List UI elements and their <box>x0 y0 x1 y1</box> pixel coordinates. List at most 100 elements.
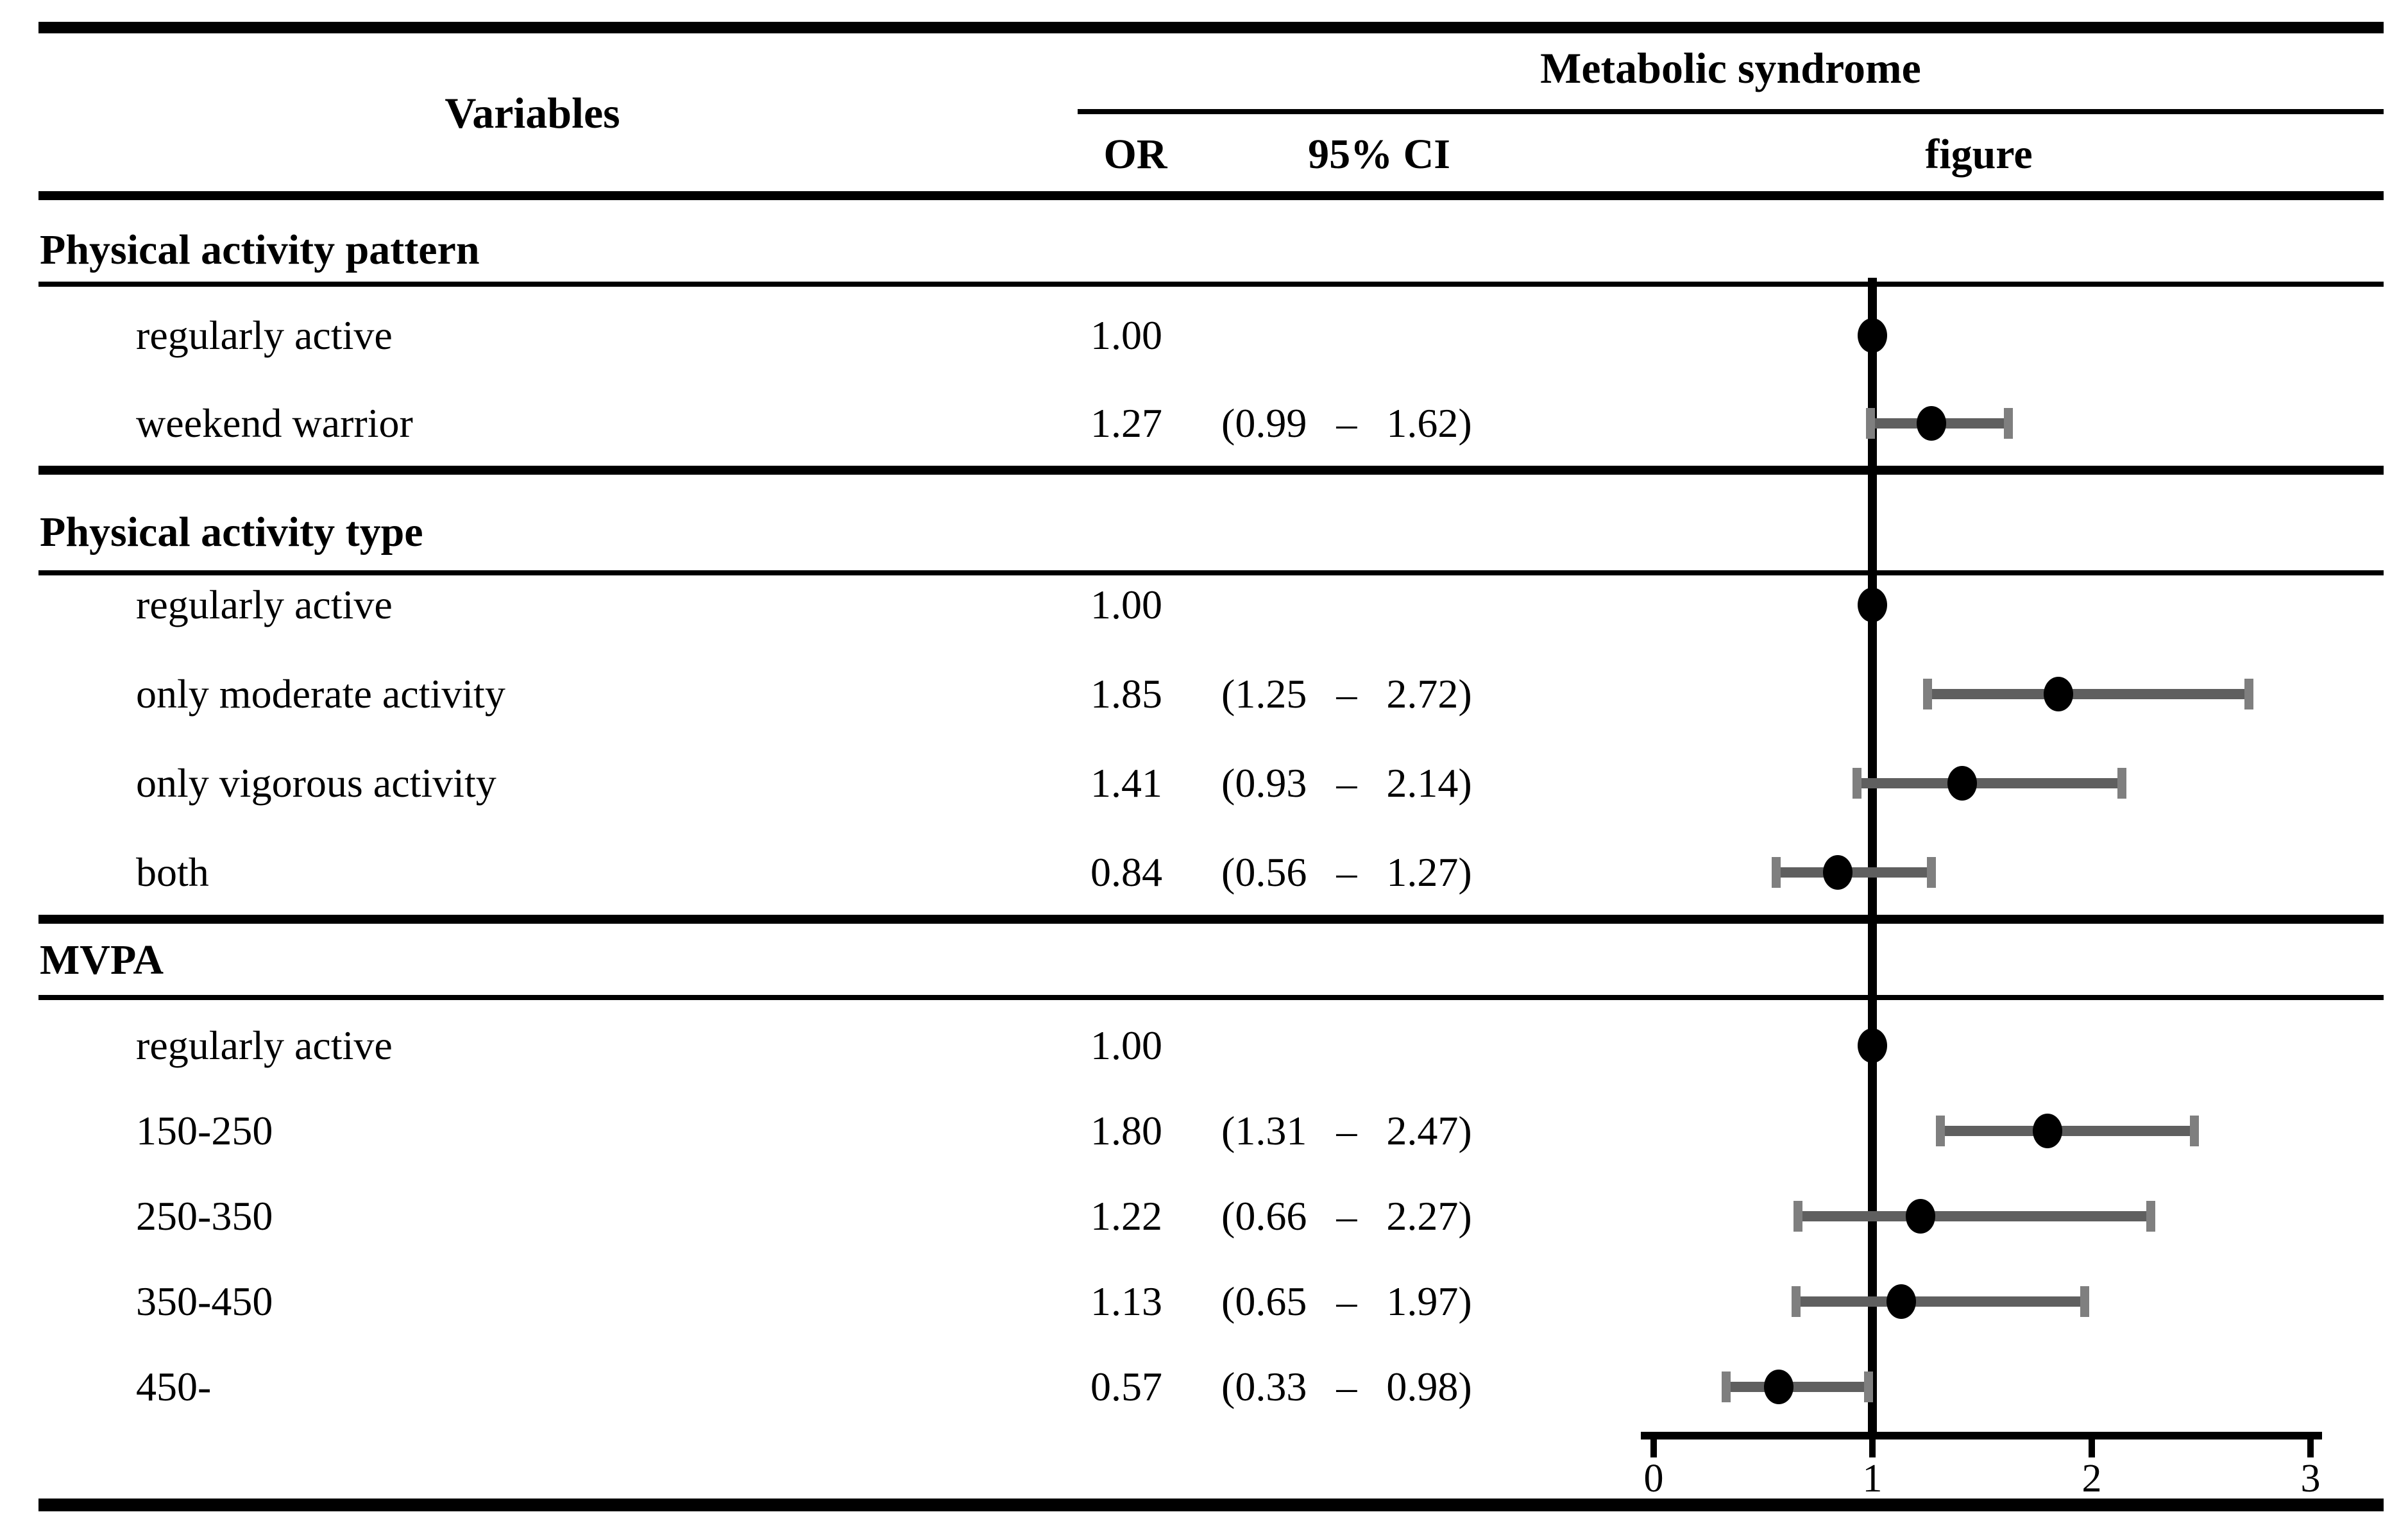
forest-plot-cell <box>1654 1003 2310 1088</box>
or-marker <box>1822 855 1853 890</box>
forest-plot-cell <box>1654 1259 2310 1344</box>
ci-cap <box>1922 679 1932 709</box>
ci-bar <box>1795 1296 2085 1307</box>
ci-cap <box>1853 768 1862 799</box>
table-row: regularly active 1.00 <box>0 1003 2408 1088</box>
rule-header-bottom <box>38 191 2384 200</box>
rule-group-underline <box>1078 109 2384 114</box>
column-header-group: Metabolic syndrome <box>1540 44 1921 92</box>
or-value: 1.22 <box>1090 1193 1162 1239</box>
ci-cap <box>2080 1286 2090 1317</box>
or-value: 1.80 <box>1090 1108 1162 1153</box>
table-row: 450- 0.57 (0.33 – 0.98) <box>0 1345 2408 1429</box>
or-value: 1.00 <box>1090 312 1162 358</box>
row-label: only vigorous activity <box>136 760 496 806</box>
x-axis-tick <box>2089 1439 2095 1457</box>
rule-under-section-2 <box>38 570 2384 575</box>
x-axis-line <box>1641 1432 2322 1439</box>
or-marker <box>1763 1370 1793 1404</box>
ci-value: (0.93 – 2.14) <box>1221 760 1472 806</box>
x-axis-tick-label: 2 <box>2082 1457 2102 1500</box>
or-marker <box>1947 766 1978 801</box>
ci-cap <box>2003 408 2013 439</box>
or-value: 0.84 <box>1090 849 1162 895</box>
ci-value: (0.33 – 0.98) <box>1221 1364 1472 1409</box>
table-row: only vigorous activity 1.41 (0.93 – 2.14… <box>0 741 2408 826</box>
section-title: MVPA <box>40 937 164 983</box>
column-header-ci: 95% CI <box>1308 131 1450 178</box>
ci-bar <box>1725 1382 1869 1392</box>
forest-plot-cell <box>1654 741 2310 826</box>
row-label: regularly active <box>136 312 393 358</box>
x-axis-tick-label: 3 <box>2300 1457 2321 1500</box>
ci-value: (0.65 – 1.97) <box>1221 1278 1472 1324</box>
row-label: 450- <box>136 1364 212 1409</box>
ci-cap <box>1936 1116 1946 1146</box>
reference-line-or1 <box>1868 278 1877 1437</box>
rule-top-border <box>38 22 2384 33</box>
forest-plot-cell <box>1654 381 2310 466</box>
ci-cap <box>2146 1201 2155 1232</box>
or-value: 0.57 <box>1090 1364 1162 1409</box>
table-row: weekend warrior 1.27 (0.99 – 1.62) <box>0 381 2408 466</box>
ci-bar <box>1776 867 1932 878</box>
table-row: both 0.84 (0.56 – 1.27) <box>0 830 2408 915</box>
ci-cap <box>2117 768 2127 799</box>
x-axis-tick-label: 0 <box>1643 1457 1664 1500</box>
forest-plot-cell <box>1654 1174 2310 1259</box>
x-axis-tick <box>2307 1439 2314 1457</box>
row-label: 350-450 <box>136 1278 273 1324</box>
ci-cap <box>1791 1286 1801 1317</box>
forest-plot-cell <box>1654 293 2310 378</box>
ci-cap <box>2190 1116 2200 1146</box>
or-marker <box>1906 1199 1936 1234</box>
row-label: only moderate activity <box>136 671 505 717</box>
table-row: 250-350 1.22 (0.66 – 2.27) <box>0 1174 2408 1259</box>
x-axis-tick <box>1869 1439 1876 1457</box>
rule-under-section-3 <box>38 995 2384 1000</box>
ci-cap <box>1863 1371 1873 1402</box>
table-row: regularly active 1.00 <box>0 563 2408 647</box>
or-value: 1.41 <box>1090 760 1162 806</box>
column-header-variables: Variables <box>445 89 620 137</box>
or-value: 1.85 <box>1090 671 1162 717</box>
table-row: 350-450 1.13 (0.65 – 1.97) <box>0 1259 2408 1344</box>
row-label: regularly active <box>136 582 393 627</box>
ci-bar <box>1798 1211 2151 1221</box>
row-label: both <box>136 849 209 895</box>
table-row: regularly active 1.00 <box>0 293 2408 378</box>
forest-plot-cell <box>1654 830 2310 915</box>
row-label: 150-250 <box>136 1108 273 1153</box>
or-marker <box>1858 318 1888 353</box>
table-row: only moderate activity 1.85 (1.25 – 2.72… <box>0 652 2408 736</box>
or-marker <box>1886 1284 1916 1319</box>
or-value: 1.27 <box>1090 400 1162 446</box>
ci-value: (1.25 – 2.72) <box>1221 671 1472 717</box>
or-value: 1.00 <box>1090 1023 1162 1068</box>
ci-cap <box>1865 408 1875 439</box>
x-axis-tick-label: 1 <box>1862 1457 1883 1500</box>
column-header-figure: figure <box>1925 131 2033 178</box>
ci-value: (0.66 – 2.27) <box>1221 1193 1472 1239</box>
forest-plot-cell <box>1654 1345 2310 1429</box>
or-marker <box>2033 1114 2063 1148</box>
row-label: weekend warrior <box>136 400 413 446</box>
ci-bar <box>1857 778 2123 788</box>
ci-cap <box>2244 679 2254 709</box>
ci-bar <box>1927 689 2250 699</box>
rule-bottom-border <box>38 1499 2384 1511</box>
table-row: 150-250 1.80 (1.31 – 2.47) <box>0 1089 2408 1173</box>
rule-under-section-1 <box>38 282 2384 287</box>
row-label: regularly active <box>136 1023 393 1068</box>
ci-value: (0.56 – 1.27) <box>1221 849 1472 895</box>
column-header-or: OR <box>1103 131 1167 178</box>
forest-plot-cell <box>1654 563 2310 647</box>
or-marker <box>1858 1028 1888 1063</box>
section-title: Physical activity pattern <box>40 226 480 273</box>
rule-divider-1 <box>38 466 2384 475</box>
forest-plot-cell <box>1654 652 2310 736</box>
ci-cap <box>1721 1371 1731 1402</box>
or-marker <box>2044 677 2074 711</box>
or-value: 1.13 <box>1090 1278 1162 1324</box>
